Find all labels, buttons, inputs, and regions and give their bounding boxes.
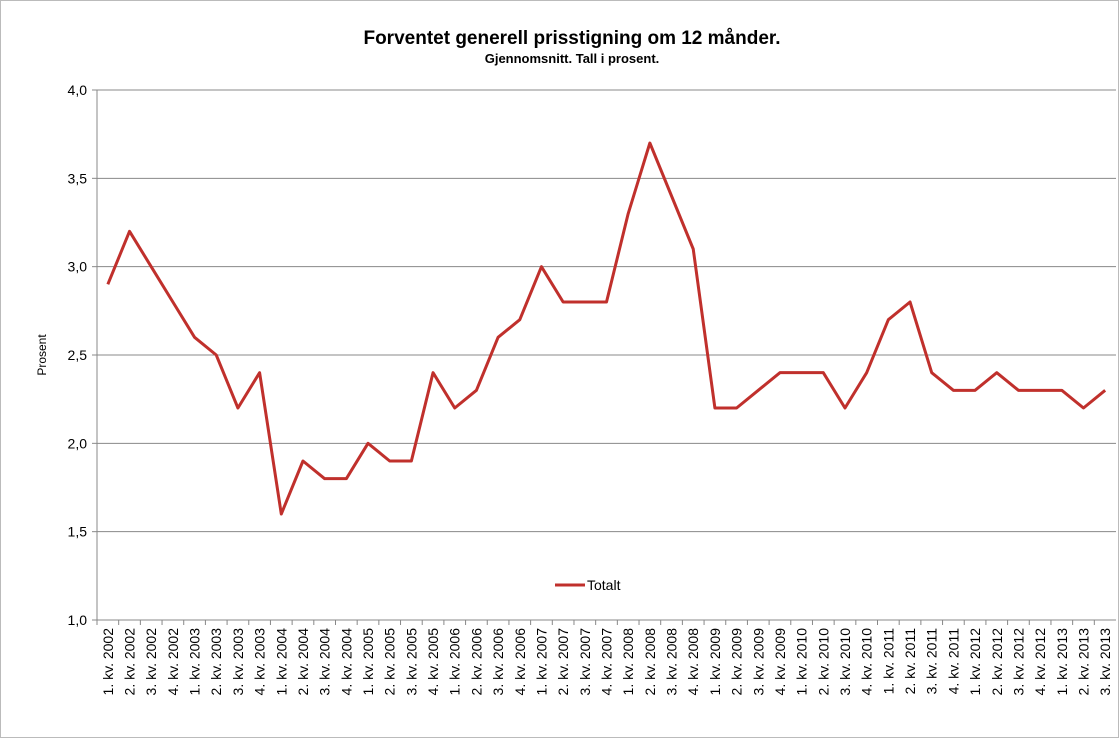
x-tick-label: 4. kv. 2007 [599,628,615,696]
x-tick-label: 1. kv. 2008 [620,628,636,696]
x-tick-label: 4. kv. 2002 [165,628,181,696]
x-tick-label: 2. kv. 2009 [729,628,745,696]
y-axis-label: Prosent [35,334,49,376]
x-tick-label: 2. kv. 2006 [468,628,484,696]
x-tick-label: 4. kv. 2010 [859,628,875,696]
x-tick-label: 1. kv. 2012 [967,628,983,696]
x-tick-label: 2. kv. 2011 [902,628,918,695]
x-tick-label: 2. kv. 2013 [1075,628,1091,696]
x-tick-label: 1. kv. 2002 [100,628,116,696]
x-tick-label: 4. kv. 2008 [685,628,701,696]
x-tick-label: 1. kv. 2003 [187,628,203,696]
data-line [106,141,1107,516]
x-tick-label: 3. kv. 2006 [490,628,506,696]
x-tick-label: 4. kv. 2003 [252,628,268,696]
y-tick-label: 3,5 [68,170,88,186]
chart-title: Forventet generell prisstigning om 12 må… [363,28,780,49]
x-tick-label: 3. kv. 2013 [1097,628,1113,696]
x-tick-label: 1. kv. 2011 [880,628,896,695]
x-tick-label: 2. kv. 2005 [382,628,398,696]
y-tick-label: 3,0 [68,259,88,275]
y-tick-label: 1,5 [68,524,88,540]
x-tick-label: 4. kv. 2011 [945,628,961,695]
x-tick-label: 2. kv. 2012 [989,628,1005,696]
legend-label: Totalt [587,577,621,593]
x-tick-label: 1. kv. 2010 [794,628,810,696]
x-tick-label: 3. kv. 2010 [837,628,853,696]
x-tick-label: 4. kv. 2009 [772,628,788,696]
x-tick-label: 1. kv. 2007 [533,628,549,696]
x-tick-label: 3. kv. 2003 [230,628,246,696]
y-tick-label: 2,0 [68,435,88,451]
x-tick-label: 2. kv. 2010 [815,628,831,696]
x-tick-label: 3. kv. 2005 [403,628,419,696]
x-tick-label: 3. kv. 2008 [664,628,680,696]
x-tick-label: 4. kv. 2012 [1032,628,1048,696]
x-tick-label: 2. kv. 2003 [208,628,224,696]
y-tick-label: 4,0 [68,82,88,98]
y-tick-label: 1,0 [68,612,88,628]
x-tick-label: 2. kv. 2007 [555,628,571,696]
x-tick-label: 2. kv. 2002 [122,628,138,696]
x-tick-label: 1. kv. 2013 [1054,628,1070,696]
x-tick-label: 3. kv. 2002 [143,628,159,696]
x-tick-label: 4. kv. 2004 [338,628,354,696]
x-tick-label: 1. kv. 2009 [707,628,723,696]
x-tick-label: 3. kv. 2009 [750,628,766,696]
x-tick-label: 4. kv. 2005 [425,628,441,696]
x-tick-label: 1. kv. 2005 [360,628,376,696]
x-tick-label: 4. kv. 2006 [512,628,528,696]
x-tick-label: 3. kv. 2007 [577,628,593,696]
x-tick-label: 1. kv. 2006 [447,628,463,696]
x-tick-label: 2. kv. 2004 [295,628,311,696]
x-tick-label: 3. kv. 2012 [1010,628,1026,696]
x-tick-label: 3. kv. 2004 [317,628,333,696]
y-tick-label: 2,5 [68,347,88,363]
x-tick-label: 2. kv. 2008 [642,628,658,696]
x-tick-label: 1. kv. 2004 [273,628,289,696]
chart-subtitle: Gjennomsnitt. Tall i prosent. [485,51,660,66]
x-tick-label: 3. kv. 2011 [924,628,940,695]
